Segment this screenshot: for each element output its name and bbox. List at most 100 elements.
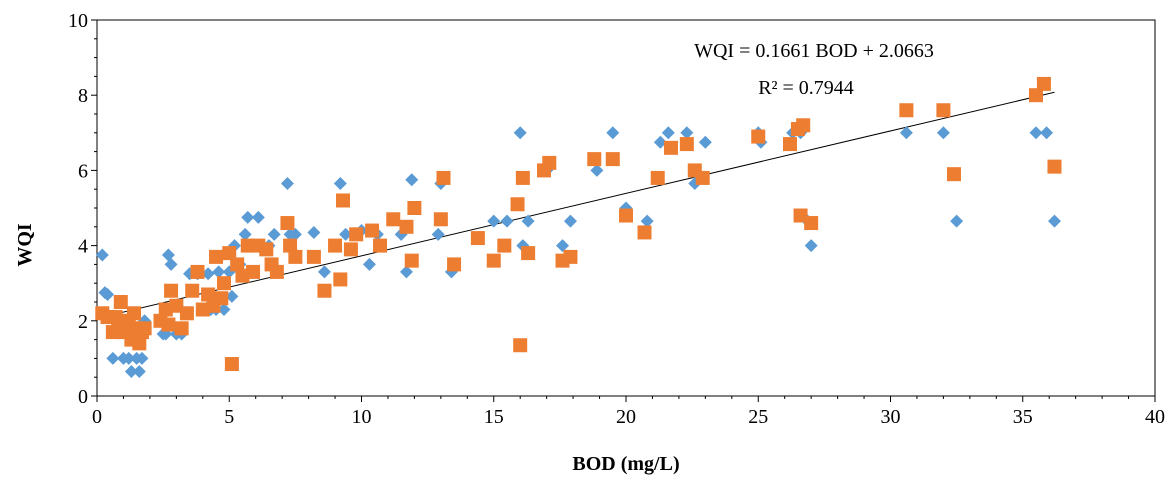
diamond-point <box>680 126 694 140</box>
y-tick-label: 0 <box>78 386 88 408</box>
square-point <box>108 310 123 325</box>
diamond-point <box>317 265 331 279</box>
diamond-point <box>590 163 604 177</box>
diamond-point <box>307 225 321 239</box>
equation-annotation: WQI = 0.1661 BOD + 2.0663 <box>694 40 934 62</box>
square-point <box>240 238 255 253</box>
square-point <box>470 231 485 246</box>
square-point <box>335 193 350 208</box>
diamond-point <box>122 351 136 365</box>
square-point <box>283 238 298 253</box>
x-tick-label: 40 <box>1145 406 1165 428</box>
y-tick-label: 4 <box>78 236 88 258</box>
diamond-point <box>251 210 265 224</box>
square-point <box>209 249 224 264</box>
square-point <box>433 212 448 227</box>
square-point <box>497 238 512 253</box>
square-point <box>587 152 602 167</box>
square-point <box>679 137 694 152</box>
diamond-point <box>405 173 419 187</box>
diamond-point <box>95 248 109 262</box>
diamond-point <box>399 265 413 279</box>
diamond-point <box>556 239 570 253</box>
square-point <box>259 242 274 257</box>
diamond-point <box>124 365 138 379</box>
diamond-point <box>280 177 294 191</box>
x-tick-label: 5 <box>224 406 234 428</box>
square-point <box>542 155 557 170</box>
square-point <box>796 118 811 133</box>
square-point <box>137 321 152 336</box>
square-point <box>386 212 401 227</box>
square-point <box>650 170 665 185</box>
square-point <box>404 253 419 268</box>
square-point <box>222 246 237 261</box>
square-point <box>306 249 321 264</box>
square-point <box>214 291 229 306</box>
diamond-point <box>339 227 353 241</box>
diamond-point <box>487 214 501 228</box>
y-axis-title: WQI <box>14 223 36 267</box>
diamond-point <box>1047 214 1061 228</box>
tick-label-layer: 0 5 10 15 20 25 30 35 40 0 2 4 6 8 10 <box>68 10 1165 428</box>
square-point <box>195 302 210 317</box>
diamond-point <box>333 177 347 191</box>
x-tick-label: 25 <box>748 406 768 428</box>
square-point <box>179 306 194 321</box>
diamond-point <box>132 365 146 379</box>
y-tick-label: 2 <box>78 311 88 333</box>
diamond-point <box>201 267 215 281</box>
square-point <box>169 298 184 313</box>
square-point <box>751 129 766 144</box>
y-tick-label: 8 <box>78 85 88 107</box>
y-tick-label: 6 <box>78 160 88 182</box>
square-point <box>365 223 380 238</box>
square-point <box>317 283 332 298</box>
square-point <box>328 238 343 253</box>
square-point <box>190 264 205 279</box>
diamond-point <box>1029 126 1043 140</box>
diamond-point <box>936 126 950 140</box>
square-point <box>447 257 462 272</box>
square-point <box>333 272 348 287</box>
x-tick-label: 10 <box>352 406 372 428</box>
square-point <box>1047 159 1062 174</box>
diamond-point <box>101 287 115 301</box>
diamond-point <box>563 214 577 228</box>
square-point <box>946 167 961 182</box>
diamond-point <box>661 126 675 140</box>
x-tick-label: 15 <box>484 406 504 428</box>
square-point <box>174 321 189 336</box>
square-point <box>695 170 710 185</box>
square-point <box>510 197 525 212</box>
diamond-point <box>164 257 178 271</box>
square-point <box>804 216 819 231</box>
square-point <box>899 103 914 118</box>
square-point <box>1028 88 1043 103</box>
diamond-point <box>640 214 654 228</box>
square-point <box>201 287 216 302</box>
square-point <box>793 208 808 223</box>
square-point <box>1036 76 1051 91</box>
diamond-point <box>513 126 527 140</box>
series-2 <box>95 76 1062 372</box>
diamond-point <box>698 135 712 149</box>
square-point <box>343 242 358 257</box>
square-point <box>399 219 414 234</box>
diamond-point <box>950 214 964 228</box>
diamond-point <box>1040 126 1054 140</box>
diamond-point <box>899 126 913 140</box>
x-tick-label: 30 <box>881 406 901 428</box>
square-point <box>132 336 147 351</box>
y-tick-label: 10 <box>68 10 88 32</box>
square-point <box>663 140 678 155</box>
x-tick-label: 0 <box>92 406 102 428</box>
axes-layer <box>91 19 1156 402</box>
series-layer <box>95 76 1062 379</box>
diamond-point <box>161 248 175 262</box>
x-axis-title: BOD (mg/L) <box>572 453 679 475</box>
square-point <box>373 238 388 253</box>
diamond-point <box>606 126 620 140</box>
square-point <box>164 283 179 298</box>
